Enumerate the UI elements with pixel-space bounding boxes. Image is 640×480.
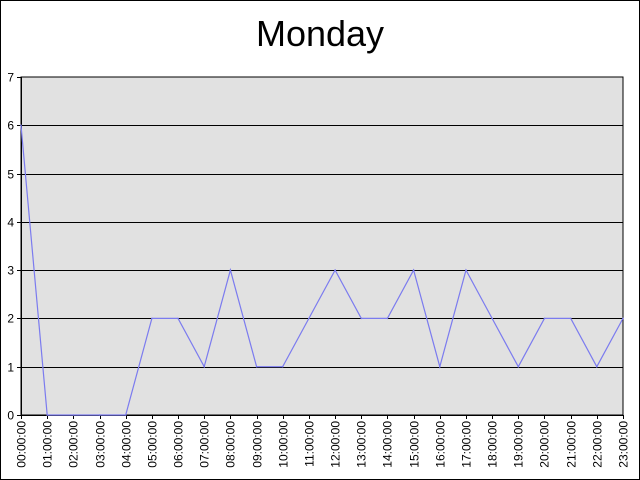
y-tick-label: 2 <box>7 312 14 326</box>
chart-title: Monday <box>255 13 385 54</box>
x-tick-label: 20:00:00 <box>538 421 552 468</box>
data-point <box>20 124 22 127</box>
data-point <box>334 269 336 271</box>
x-tick-label: 00:00:00 <box>15 421 29 468</box>
y-tick-label: 4 <box>7 216 14 230</box>
x-tick-label: 13:00:00 <box>355 421 369 468</box>
x-tick-label: 18:00:00 <box>486 421 500 468</box>
x-tick-label: 06:00:00 <box>172 421 186 468</box>
data-point <box>465 269 467 271</box>
data-point <box>255 365 258 368</box>
data-point <box>596 365 598 368</box>
x-tick-label: 11:00:00 <box>303 421 317 467</box>
y-tick-label: 7 <box>7 71 14 85</box>
data-point <box>622 317 624 320</box>
x-tick-label: 01:00:00 <box>41 421 55 468</box>
data-point <box>439 365 441 368</box>
data-point <box>203 365 205 368</box>
x-tick-label: 14:00:00 <box>381 421 395 468</box>
data-point <box>151 317 153 320</box>
y-tick-label: 5 <box>7 168 14 182</box>
x-tick-label: 21:00:00 <box>565 421 579 468</box>
y-tick-label: 3 <box>7 264 14 278</box>
data-point <box>308 317 310 320</box>
data-point <box>360 317 363 320</box>
data-point <box>98 414 101 416</box>
data-point <box>229 269 232 271</box>
data-point <box>72 414 75 416</box>
data-point <box>543 317 546 320</box>
x-tick-label: 08:00:00 <box>224 421 238 468</box>
x-tick-label: 04:00:00 <box>120 421 134 468</box>
plot-background <box>20 76 624 416</box>
x-tick-label: 17:00:00 <box>460 421 474 468</box>
data-point <box>386 317 389 320</box>
y-tick-label: 6 <box>7 119 14 133</box>
x-tick-label: 19:00:00 <box>512 421 526 468</box>
x-tick-label: 09:00:00 <box>251 421 265 468</box>
plot-area: 0 1 2 3 4 5 6 7 00:00:00 01:00:00 02:00:00 03:00:00… <box>7 71 630 468</box>
x-tick-label: 02:00:00 <box>67 421 81 468</box>
y-tick-label: 1 <box>7 361 14 375</box>
x-tick-label: 03:00:00 <box>94 421 108 468</box>
x-tick-label: 12:00:00 <box>329 421 343 468</box>
y-tick-label: 0 <box>7 409 14 423</box>
data-point <box>177 317 179 320</box>
x-tick-label: 22:00:00 <box>591 421 605 468</box>
x-tick-label: 10:00:00 <box>277 421 291 468</box>
data-point <box>517 365 520 368</box>
data-point <box>281 365 284 368</box>
data-point <box>124 414 127 416</box>
x-tick-label: 23:00:00 <box>617 421 631 468</box>
data-point <box>46 414 48 416</box>
data-point <box>412 269 415 271</box>
data-point <box>569 317 572 320</box>
series-line <box>20 125 624 416</box>
x-tick-label: 07:00:00 <box>198 421 212 468</box>
x-tick-label: 15:00:00 <box>408 421 422 468</box>
x-tick-label: 16:00:00 <box>434 421 448 468</box>
data-point <box>491 317 493 320</box>
x-tick-label: 05:00:00 <box>146 421 160 468</box>
